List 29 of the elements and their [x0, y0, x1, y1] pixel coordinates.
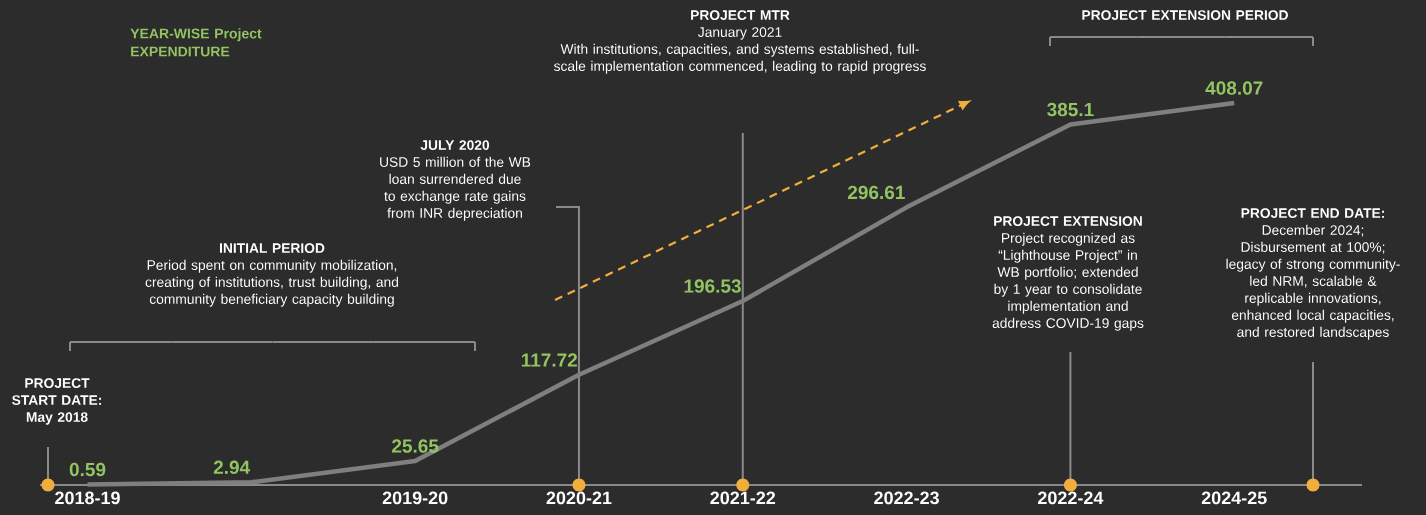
annotation: INITIAL PERIOD	[220, 243, 325, 253]
annotation: USD 5 million of the WB loan surrendered due to exchange rate gains from INR depreciation	[380, 156, 531, 221]
x-tick-label: 2022-24	[1038, 491, 1104, 505]
data-label: 385.1	[1047, 102, 1094, 117]
text: January 2021	[698, 27, 782, 40]
annotation: PROJECT START DATE: May 2018	[12, 378, 102, 425]
x-tick-label: 2024-25	[1201, 491, 1267, 505]
data-label: 196.53	[684, 279, 741, 293]
data-label: 2.94	[213, 460, 251, 475]
annotation: PROJECT END DATE:	[1241, 208, 1384, 218]
data-label: 296.61	[847, 185, 905, 200]
text: PROJECT MTR	[691, 10, 790, 20]
x-tick-label: 2020-21	[546, 491, 612, 505]
chart-title: YEAR-WISE Project EXPENDITURE	[130, 28, 262, 57]
text: PROJECT EXTENSION PERIOD	[1082, 10, 1288, 20]
data-label: 117.72	[521, 353, 577, 367]
annotation: Period spent on community mobilization, creating of institutions, trust building, and community beneficiary capacity building	[145, 259, 399, 307]
annotation: JULY 2020	[420, 140, 490, 150]
annotation: PROJECT EXTENSION	[994, 216, 1142, 226]
data-label: 408.07	[1205, 81, 1263, 95]
annotation: Project recognized as “Lighthouse Project” in WB portfolio; extended by 1 year to consolidate implementation and address COVID-19 gaps	[992, 232, 1144, 331]
data-label: 25.65	[392, 439, 439, 453]
x-tick-label: 2019-20	[382, 491, 448, 505]
annotation: December 2024; Disbursement at 100%; legacy of strong community-led NRM, scalable & replicable innovations, enhanced local capacities, and restored landscapes	[1226, 224, 1400, 340]
x-tick-label: 2021-22	[710, 491, 776, 505]
x-tick-label: 2022-23	[874, 491, 939, 505]
text: With institutions, capacities, and systems established, full-scale implementation commenced, leading to rapid progress	[554, 43, 926, 74]
data-label: 0.59	[69, 462, 106, 477]
x-tick-label: 2018-19	[55, 491, 120, 505]
